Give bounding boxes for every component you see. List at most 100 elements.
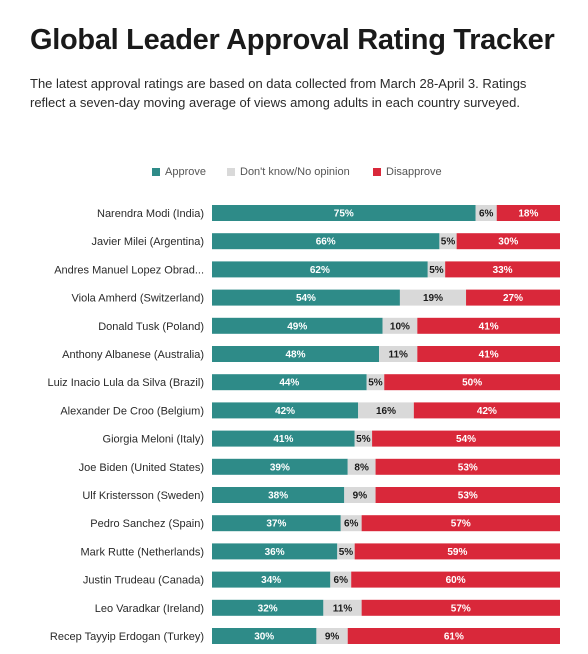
value-label-approve: 41%: [273, 434, 293, 445]
bar-approve: [212, 487, 345, 503]
legend-item-approve: Approve: [152, 166, 206, 178]
value-label-disapprove: 60%: [446, 575, 466, 586]
row-label: Justin Trudeau (Canada): [83, 575, 204, 587]
row-label: Mark Rutte (Netherlands): [81, 546, 205, 558]
bar-dont-know: [316, 628, 348, 644]
bar-approve: [212, 317, 383, 334]
bar-approve: [212, 233, 440, 250]
bar-dont-know: [330, 571, 352, 588]
row-label: Leo Varadkar (Ireland): [95, 603, 204, 615]
value-label-dont-know: 16%: [376, 406, 396, 417]
value-label-dont-know: 5%: [368, 378, 383, 389]
value-label-dont-know: 6%: [344, 519, 359, 530]
chart-subtitle: The latest approval ratings are based on…: [30, 76, 527, 110]
legend-item-dont-know: Don't know/No opinion: [227, 166, 350, 178]
value-label-disapprove: 53%: [458, 491, 478, 502]
row-label: Donald Tusk (Poland): [98, 321, 204, 333]
legend-item-disapprove: Disapprove: [373, 166, 442, 178]
value-label-dont-know: 6%: [334, 575, 349, 586]
value-label-approve: 39%: [270, 462, 290, 473]
bar-dont-know: [427, 261, 446, 278]
legend-swatch-approve: [152, 168, 160, 176]
value-label-approve: 54%: [296, 293, 316, 304]
row-label: Narendra Modi (India): [97, 208, 204, 220]
value-label-disapprove: 61%: [444, 632, 464, 643]
bar-dont-know: [354, 430, 373, 447]
value-label-disapprove: 42%: [477, 406, 497, 417]
value-label-approve: 44%: [279, 378, 299, 389]
bar-disapprove: [417, 346, 560, 362]
bar-approve: [212, 571, 331, 588]
value-label-disapprove: 30%: [498, 237, 518, 248]
bar-disapprove: [351, 571, 560, 588]
row-label: Giorgia Meloni (Italy): [103, 434, 204, 446]
row-label: Alexander De Croo (Belgium): [60, 405, 204, 417]
value-label-dont-know: 10%: [390, 321, 410, 332]
row-label: Joe Biden (United States): [79, 462, 204, 474]
bar-disapprove: [375, 458, 560, 475]
value-label-disapprove: 59%: [447, 547, 467, 558]
bar-approve: [212, 430, 355, 447]
row-label: Andres Manuel Lopez Obrad...: [54, 264, 204, 276]
value-label-dont-know: 5%: [356, 434, 371, 445]
bar-dont-know: [399, 289, 467, 306]
legend-swatch-dont-know: [227, 168, 235, 176]
value-label-dont-know: 6%: [479, 209, 494, 220]
row-label: Recep Tayyip Erdogan (Turkey): [50, 631, 204, 643]
value-label-approve: 62%: [310, 265, 330, 276]
row-label: Anthony Albanese (Australia): [62, 349, 204, 361]
value-label-dont-know: 5%: [339, 547, 354, 558]
row-label: Javier Milei (Argentina): [92, 236, 204, 248]
bar-dont-know: [379, 346, 418, 362]
value-label-disapprove: 53%: [458, 462, 478, 473]
legend-swatch-disapprove: [373, 168, 381, 176]
value-label-dont-know: 5%: [441, 237, 456, 248]
row-label: Luiz Inacio Lula da Silva (Brazil): [47, 377, 204, 389]
bar-disapprove: [384, 374, 560, 391]
bar-disapprove: [354, 543, 560, 560]
bar-dont-know: [340, 515, 362, 532]
value-label-approve: 42%: [275, 406, 295, 417]
value-label-dont-know: 11%: [388, 350, 408, 361]
bar-dont-know: [439, 233, 457, 250]
bar-approve: [212, 374, 367, 391]
value-label-approve: 36%: [265, 547, 285, 558]
bar-disapprove: [496, 205, 560, 221]
value-label-disapprove: 41%: [479, 321, 499, 332]
bar-disapprove: [361, 515, 560, 532]
bar-approve: [212, 628, 317, 644]
value-label-approve: 34%: [261, 575, 281, 586]
legend-label-dont-know: Don't know/No opinion: [240, 166, 350, 178]
bar-disapprove: [417, 317, 560, 334]
legend-label-disapprove: Disapprove: [386, 166, 442, 178]
value-label-dont-know: 11%: [333, 603, 353, 614]
value-label-disapprove: 41%: [479, 350, 499, 361]
bar-approve: [212, 289, 400, 306]
value-label-disapprove: 54%: [456, 434, 476, 445]
bar-dont-know: [366, 374, 385, 391]
value-label-approve: 75%: [334, 209, 354, 220]
value-label-dont-know: 9%: [353, 491, 368, 502]
bar-disapprove: [372, 430, 560, 447]
bar-disapprove: [347, 628, 560, 644]
value-label-approve: 49%: [287, 321, 307, 332]
value-label-approve: 66%: [316, 237, 336, 248]
bar-dont-know: [337, 543, 355, 560]
value-label-approve: 30%: [254, 632, 274, 643]
bar-dont-know: [323, 599, 362, 616]
value-label-disapprove: 33%: [493, 265, 513, 276]
bar-dont-know: [344, 487, 376, 503]
chart-title: Global Leader Approval Rating Tracker: [30, 24, 555, 56]
bar-approve: [212, 261, 428, 278]
bar-dont-know: [358, 402, 414, 419]
legend-label-approve: Approve: [165, 166, 206, 178]
row-label: Ulf Kristersson (Sweden): [82, 490, 204, 502]
bar-approve: [212, 402, 359, 419]
bar-approve: [212, 458, 348, 475]
bar-disapprove: [456, 233, 560, 250]
legend: Approve Don't know/No opinion Disapprove: [0, 166, 588, 180]
bar-disapprove: [375, 487, 560, 503]
value-label-approve: 37%: [266, 519, 286, 530]
value-label-dont-know: 9%: [325, 632, 340, 643]
